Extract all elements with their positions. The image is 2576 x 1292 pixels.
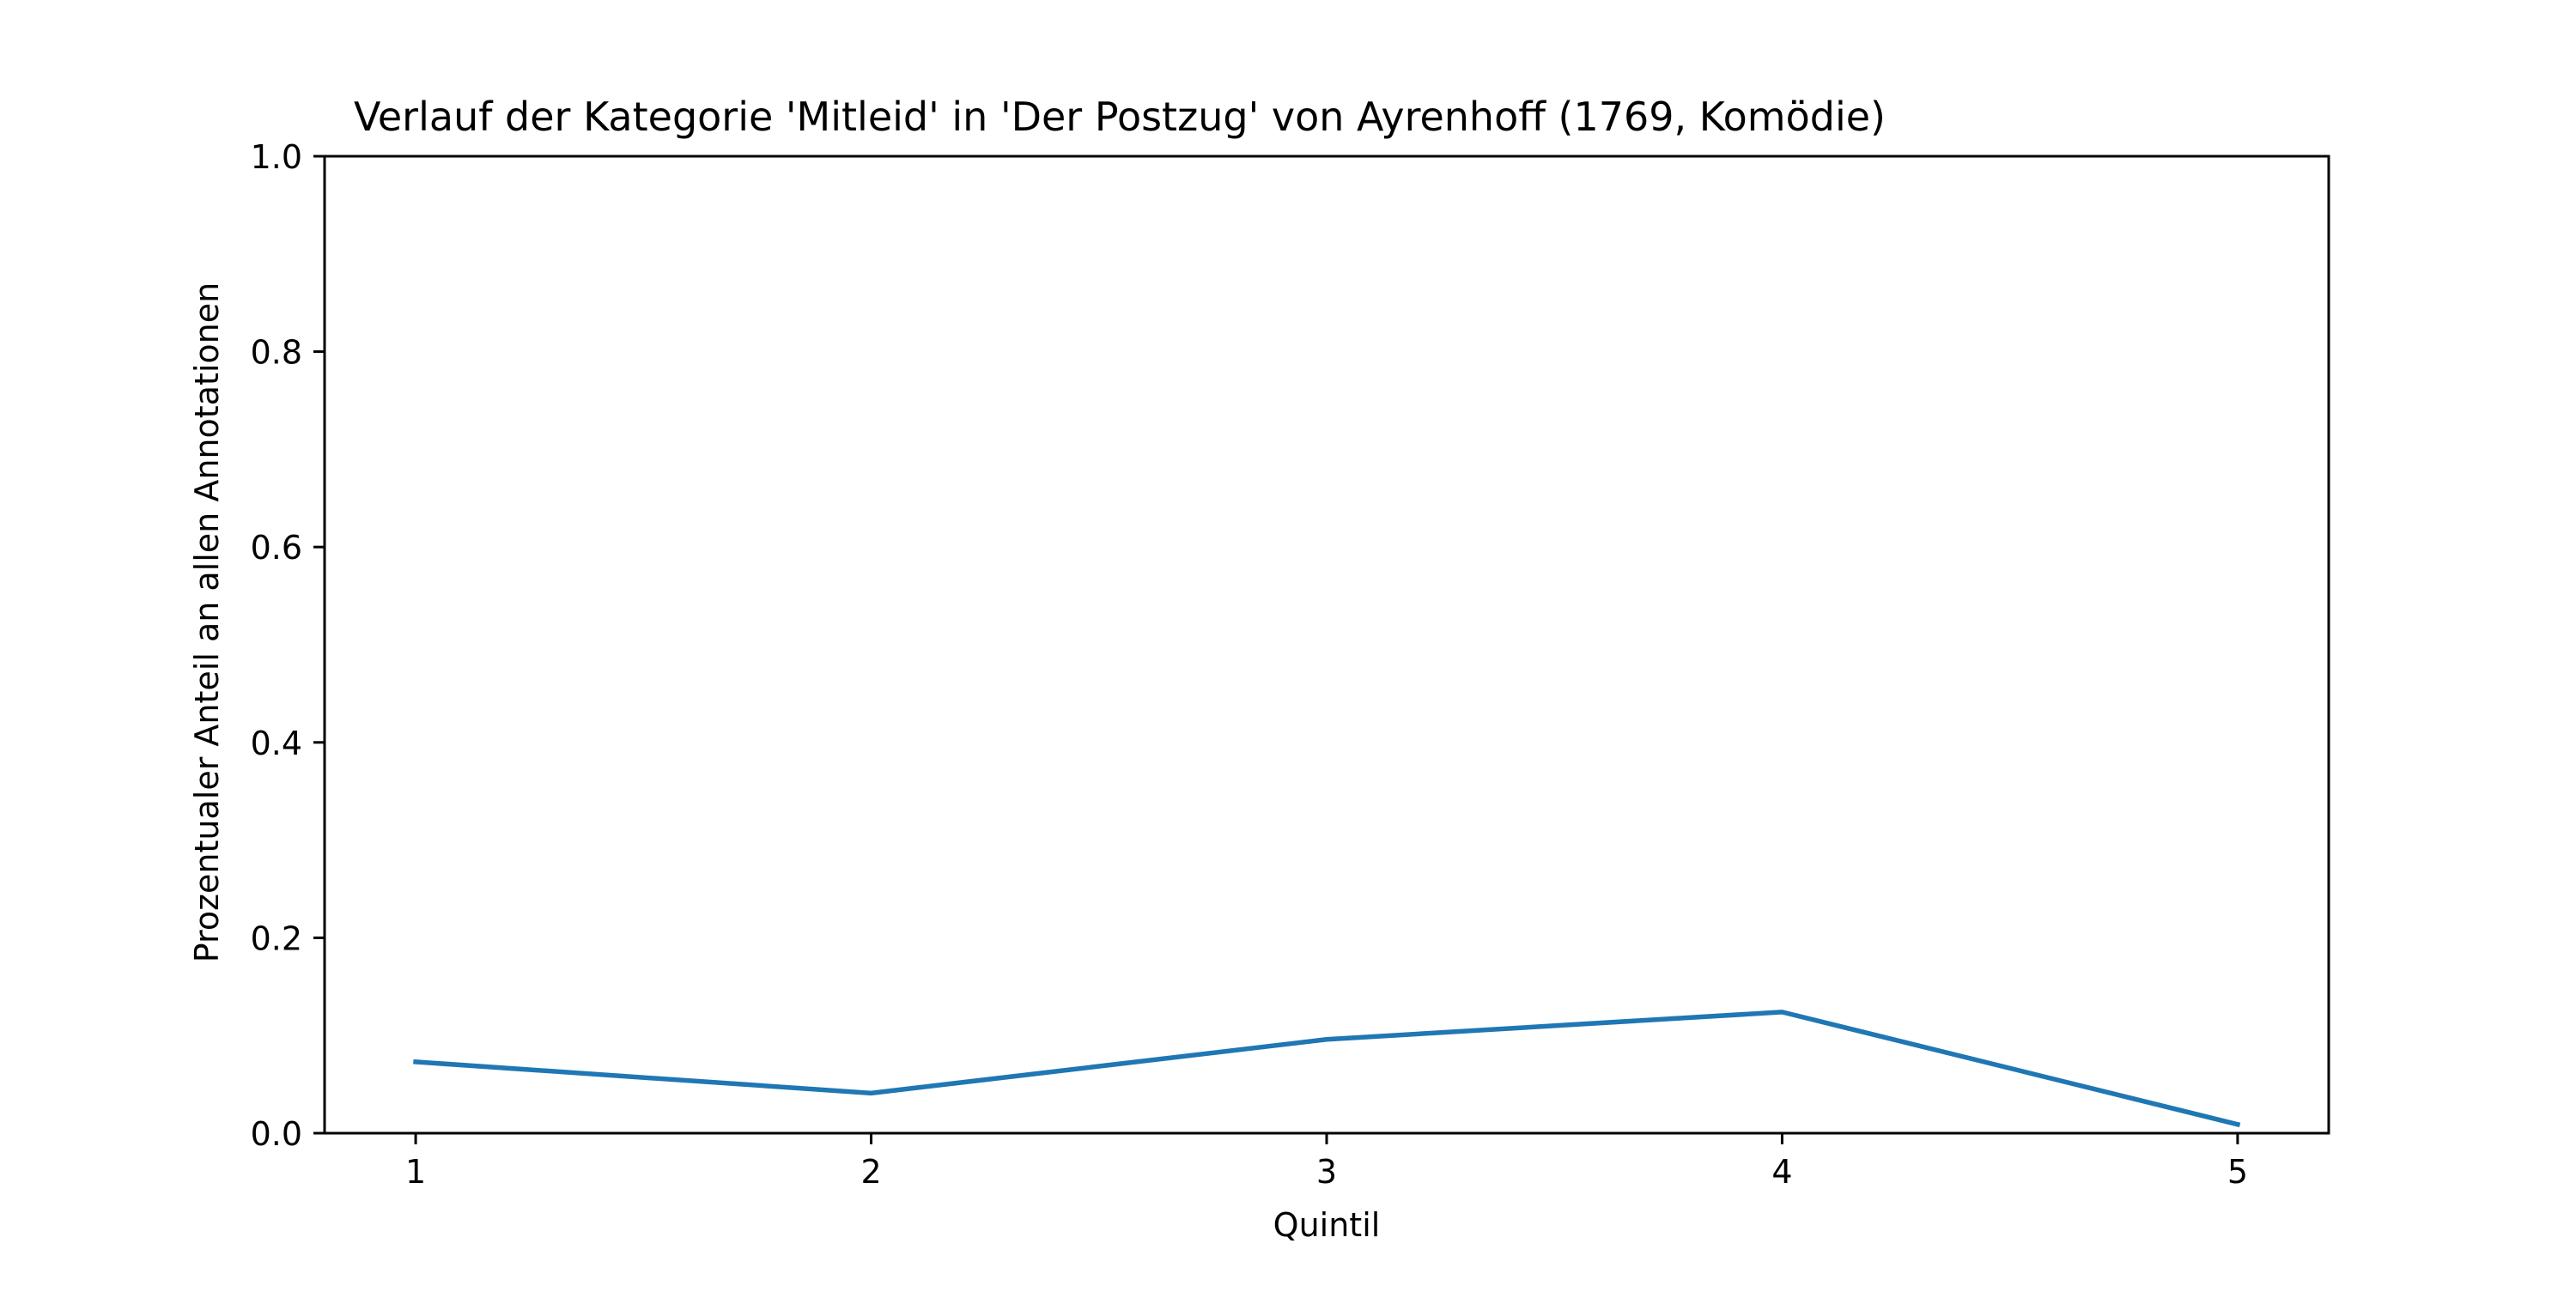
y-tick-label: 0.4: [251, 725, 302, 762]
series-layer: [413, 1010, 2241, 1128]
ticks-layer: 1 2 3 4 5 0.0 0.2 0.4 0.6 0.8 1.0: [251, 138, 2248, 1191]
x-tick-label: 5: [2227, 1153, 2248, 1191]
y-axis-title-group: Prozentualer Anteil an allen Annotatione…: [188, 282, 226, 962]
x-tick-label: 4: [1771, 1153, 1792, 1191]
y-tick-label: 0.2: [251, 919, 302, 957]
plot-area-frame: [323, 155, 2330, 1135]
x-tick-label: 1: [405, 1153, 426, 1191]
y-tick-label: 0.6: [251, 529, 302, 567]
chart-title: Verlauf der Kategorie 'Mitleid' in 'Der …: [354, 94, 1886, 140]
y-tick-label: 0.0: [251, 1115, 302, 1153]
x-tick-label: 3: [1316, 1153, 1337, 1191]
y-axis-title: Prozentualer Anteil an allen Annotatione…: [188, 282, 226, 962]
x-tick-label: 2: [860, 1153, 881, 1191]
x-axis-title: Quintil: [1273, 1206, 1381, 1244]
y-tick-label: 0.8: [251, 334, 302, 372]
series-line: [413, 1010, 2241, 1128]
y-tick-label: 1.0: [251, 138, 302, 176]
